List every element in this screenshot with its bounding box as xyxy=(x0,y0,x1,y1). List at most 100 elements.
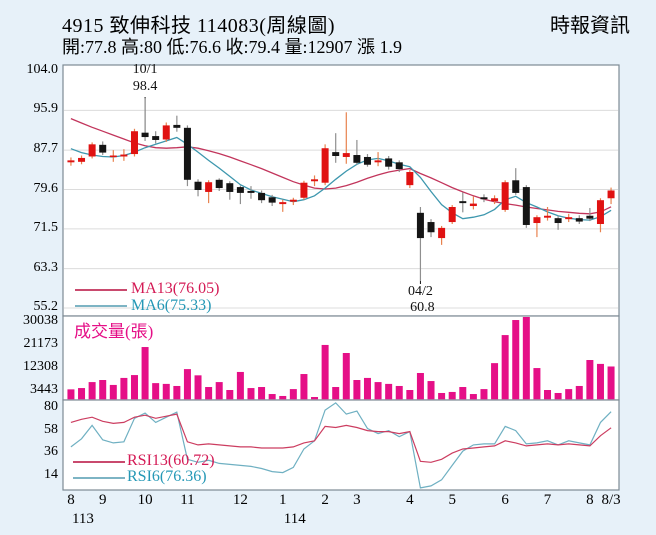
price-tick-label: 55.2 xyxy=(33,299,59,315)
candle-body xyxy=(289,199,297,202)
volume-bar xyxy=(469,394,477,400)
low-annotation-date: 04/2 xyxy=(407,284,433,299)
candle-body xyxy=(533,217,541,224)
volume-bar xyxy=(289,389,297,400)
candle-body xyxy=(120,154,128,157)
candle-body xyxy=(173,124,181,128)
volume-bar xyxy=(120,377,128,400)
candle-body xyxy=(109,155,117,158)
volume-bar xyxy=(416,372,424,400)
candle-body xyxy=(152,136,160,140)
month-tick-label: 6 xyxy=(501,492,509,508)
volume-bar xyxy=(226,390,234,400)
volume-bar xyxy=(374,382,382,400)
ma6-legend-label: MA6(75.33) xyxy=(131,297,212,314)
volume-bar xyxy=(575,385,583,400)
rsi13-legend-line xyxy=(73,461,125,463)
candle-body xyxy=(268,197,276,203)
price-tick-label: 63.3 xyxy=(33,259,59,275)
volume-bar xyxy=(501,335,509,400)
candle-body xyxy=(374,160,382,163)
volume-bar xyxy=(607,366,615,400)
price-tick-label: 71.5 xyxy=(33,219,59,235)
volume-bar xyxy=(459,387,467,400)
candle-body xyxy=(67,160,75,163)
month-tick-label: 8 xyxy=(67,492,75,508)
month-tick-label: 5 xyxy=(448,492,456,508)
candle-body xyxy=(438,227,446,239)
candle-body xyxy=(353,155,361,163)
candle-body xyxy=(300,182,308,198)
candle-body xyxy=(279,202,287,205)
volume-tick-label: 21173 xyxy=(23,336,58,352)
rsi13-line xyxy=(70,413,612,463)
volume-tick-label: 3443 xyxy=(30,382,58,398)
volume-bar xyxy=(565,389,573,400)
volume-bar xyxy=(183,369,191,400)
page-title: 4915 致伸科技 114083(周線圖) xyxy=(62,15,336,37)
candle-body xyxy=(363,156,371,165)
ohlc-quote-line: 開:77.8 高:80 低:76.6 收:79.4 量:12907 漲 1.9 xyxy=(62,37,403,57)
rsi-tick-label: 80 xyxy=(44,399,58,414)
price-tick-label: 95.9 xyxy=(33,101,59,117)
volume-bar xyxy=(162,383,170,400)
candle-body xyxy=(162,125,170,140)
volume-pane-title: 成交量(張) xyxy=(74,322,154,341)
candle-body xyxy=(522,187,530,225)
ma13-legend-label: MA13(76.05) xyxy=(131,280,220,297)
candle-body xyxy=(448,206,456,223)
candle-body xyxy=(258,192,266,201)
rsi6-legend-label: RSI6(76.36) xyxy=(127,468,207,485)
rsi-tick-label: 58 xyxy=(44,421,58,437)
rsi13-legend-label: RSI13(60.72) xyxy=(127,452,215,469)
volume-tick-label: 12308 xyxy=(23,359,58,375)
price-tick-label: 104.0 xyxy=(26,62,59,77)
volume-bar xyxy=(554,392,562,400)
candle-body xyxy=(512,180,520,193)
candle-body xyxy=(236,187,244,193)
candle-body xyxy=(385,158,393,167)
rsi6-legend-line xyxy=(73,477,125,479)
volume-bar xyxy=(300,374,308,400)
volume-bar xyxy=(88,382,96,400)
candle-body xyxy=(575,218,583,222)
volume-bar xyxy=(480,389,488,400)
candle-body xyxy=(183,127,191,180)
volume-bar xyxy=(194,375,202,400)
candle-body xyxy=(406,172,414,186)
volume-bar xyxy=(353,380,361,400)
volume-bar xyxy=(385,383,393,400)
candle-body xyxy=(501,182,509,210)
candle-body xyxy=(321,148,329,183)
candle-body xyxy=(247,190,255,193)
rsi-pane xyxy=(62,399,620,491)
candle-body xyxy=(459,201,467,204)
volume-bar xyxy=(78,388,86,400)
year-tick-label: 114 xyxy=(283,511,306,527)
month-tick-label: 11 xyxy=(180,492,195,508)
month-tick-label: 12 xyxy=(232,492,248,508)
volume-bar xyxy=(448,391,456,400)
volume-bar xyxy=(311,397,319,400)
year-tick-label: 113 xyxy=(71,511,94,527)
low-annotation-value: 60.8 xyxy=(410,300,435,315)
volume-bar xyxy=(427,381,435,400)
rsi-tick-label: 36 xyxy=(44,444,58,460)
candle-body xyxy=(469,203,477,207)
volume-bar xyxy=(99,380,107,400)
volume-bar xyxy=(438,392,446,400)
ma13-legend-line xyxy=(75,289,127,291)
high-annotation-date: 10/1 xyxy=(132,62,158,77)
volume-bar xyxy=(321,344,329,400)
candle-body xyxy=(226,183,234,192)
volume-bar xyxy=(406,390,414,400)
volume-bar xyxy=(236,371,244,400)
price-tick-label: 79.6 xyxy=(33,180,59,196)
candle-body xyxy=(596,200,604,224)
month-tick-label: 2 xyxy=(321,492,329,508)
volume-tick-label: 30038 xyxy=(23,313,58,328)
month-tick-label: 1 xyxy=(279,492,287,508)
candle-body xyxy=(78,157,86,162)
candle-body xyxy=(205,182,213,192)
volume-bar xyxy=(342,352,350,400)
